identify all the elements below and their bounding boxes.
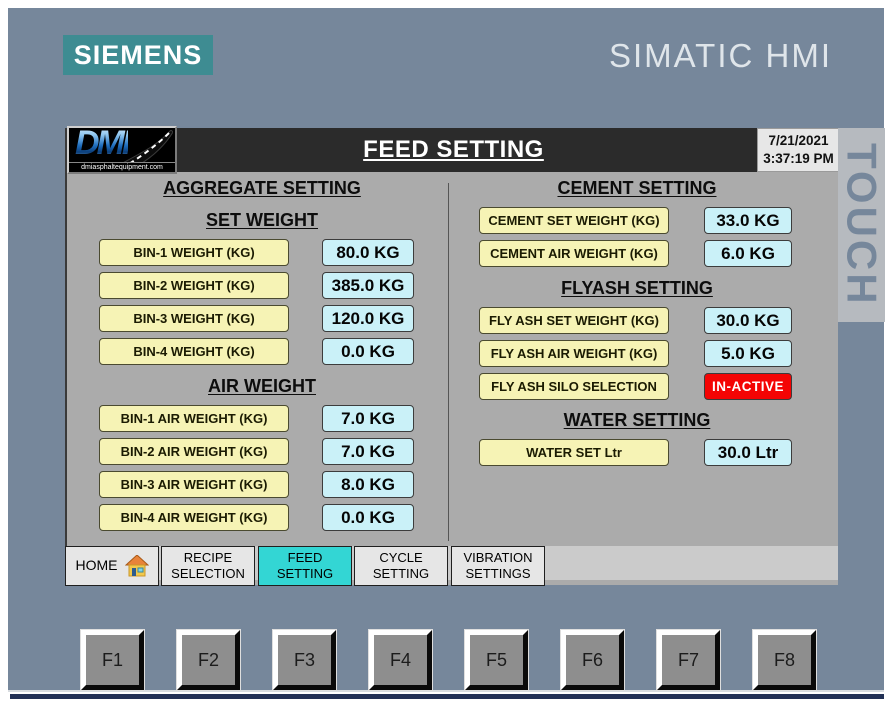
date-label: 7/21/2021: [768, 133, 829, 149]
cement-set-weight-value[interactable]: 33.0 KG: [704, 207, 792, 234]
fly-ash-set-weight-value[interactable]: 30.0 KG: [704, 307, 792, 334]
aggregate-setting-heading: AGGREGATE SETTING: [163, 178, 361, 198]
bin-4-air-weight-value[interactable]: 0.0 KG: [322, 504, 414, 531]
hmi-screen: SIEMENS SIMATIC HMI FEED SETTING 7/21/20…: [8, 8, 886, 692]
cement-air-weight-value[interactable]: 6.0 KG: [704, 240, 792, 267]
bin-1-weight-button[interactable]: BIN-1 WEIGHT (KG): [99, 239, 289, 266]
bottom-edge-strip: [10, 694, 884, 699]
set-weight-heading: SET WEIGHT: [206, 210, 318, 230]
water-set-value[interactable]: 30.0 Ltr: [704, 439, 792, 466]
touch-side-strip: TOUCH: [838, 128, 886, 322]
flyash-setting-heading: FLYASH SETTING: [561, 278, 713, 298]
tab-feed-setting[interactable]: FEED SETTING: [258, 546, 352, 586]
home-icon: [124, 555, 149, 577]
tab-cycle-setting[interactable]: CYCLE SETTING: [354, 546, 448, 586]
datetime-display: 7/21/2021 3:37:19 PM: [757, 128, 840, 172]
simatic-hmi-label: SIMATIC HMI: [608, 37, 832, 74]
cement-air-weight-button[interactable]: CEMENT AIR WEIGHT (KG): [479, 240, 669, 267]
fly-ash-silo-status-badge[interactable]: IN-ACTIVE: [704, 373, 792, 400]
title-bar: FEED SETTING 7/21/2021 3:37:19 PM DMI dm…: [67, 124, 840, 174]
time-label: 3:37:19 PM: [763, 151, 834, 166]
f2-key[interactable]: F2: [177, 630, 240, 690]
f8-key[interactable]: F8: [753, 630, 816, 690]
air-weight-heading: AIR WEIGHT: [208, 376, 316, 396]
tab-recipe-selection[interactable]: RECIPE SELECTION: [161, 546, 255, 586]
tab-vibration-settings[interactable]: VIBRATION SETTINGS: [451, 546, 545, 586]
bin-2-weight-button[interactable]: BIN-2 WEIGHT (KG): [99, 272, 289, 299]
road-icon: [116, 130, 173, 166]
bin-1-weight-value[interactable]: 80.0 KG: [322, 239, 414, 266]
water-set-button[interactable]: WATER SET Ltr: [479, 439, 669, 466]
bin-1-air-weight-value[interactable]: 7.0 KG: [322, 405, 414, 432]
tab-home-label: HOME: [75, 557, 118, 574]
bin-2-air-weight-button[interactable]: BIN-2 AIR WEIGHT (KG): [99, 438, 289, 465]
touch-label: TOUCH: [838, 143, 886, 307]
f1-key[interactable]: F1: [81, 630, 144, 690]
bin-3-weight-value[interactable]: 120.0 KG: [322, 305, 414, 332]
bin-3-air-weight-button[interactable]: BIN-3 AIR WEIGHT (KG): [99, 471, 289, 498]
siemens-logo: SIEMENS: [63, 35, 213, 75]
bin-1-air-weight-button[interactable]: BIN-1 AIR WEIGHT (KG): [99, 405, 289, 432]
page-title: FEED SETTING: [363, 136, 544, 163]
fly-ash-set-weight-button[interactable]: FLY ASH SET WEIGHT (KG): [479, 307, 669, 334]
content-panel: FEED SETTING 7/21/2021 3:37:19 PM DMI dm…: [65, 124, 840, 585]
f3-key[interactable]: F3: [273, 630, 336, 690]
tab-home[interactable]: HOME: [65, 546, 159, 586]
f4-key[interactable]: F4: [369, 630, 432, 690]
f7-key[interactable]: F7: [657, 630, 720, 690]
bin-4-air-weight-button[interactable]: BIN-4 AIR WEIGHT (KG): [99, 504, 289, 531]
bin-3-weight-button[interactable]: BIN-3 WEIGHT (KG): [99, 305, 289, 332]
dmi-logo-url: dmiasphaltequipment.com: [69, 162, 175, 172]
bin-2-air-weight-value[interactable]: 7.0 KG: [322, 438, 414, 465]
f5-key[interactable]: F5: [465, 630, 528, 690]
dmi-logo: DMI dmiasphaltequipment.com: [67, 124, 177, 174]
bin-4-weight-button[interactable]: BIN-4 WEIGHT (KG): [99, 338, 289, 365]
bin-2-weight-value[interactable]: 385.0 KG: [322, 272, 414, 299]
fly-ash-air-weight-value[interactable]: 5.0 KG: [704, 340, 792, 367]
dmi-logo-text: DMI: [75, 124, 131, 162]
bin-3-air-weight-value[interactable]: 8.0 KG: [322, 471, 414, 498]
cement-setting-heading: CEMENT SETTING: [557, 178, 717, 198]
bin-4-weight-value[interactable]: 0.0 KG: [322, 338, 414, 365]
f6-key[interactable]: F6: [561, 630, 624, 690]
fly-ash-silo-selection-button[interactable]: FLY ASH SILO SELECTION: [479, 373, 669, 400]
water-setting-heading: WATER SETTING: [563, 410, 711, 430]
cement-set-weight-button[interactable]: CEMENT SET WEIGHT (KG): [479, 207, 669, 234]
fly-ash-air-weight-button[interactable]: FLY ASH AIR WEIGHT (KG): [479, 340, 669, 367]
column-divider: [448, 183, 449, 541]
